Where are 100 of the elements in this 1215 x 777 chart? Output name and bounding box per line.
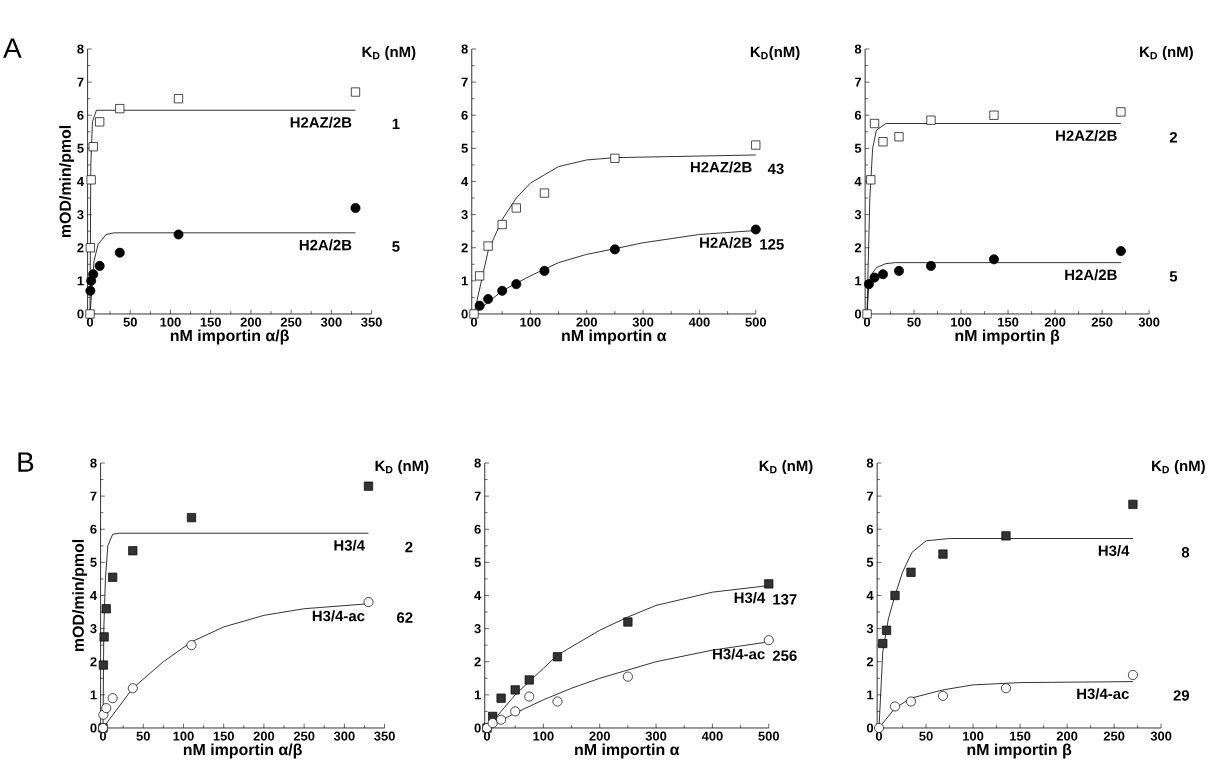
series-label: H3/4 (734, 592, 766, 604)
x-tick-label: 350 (374, 731, 395, 741)
y-tick-label: 0 (90, 723, 97, 733)
x-tick-label: 200 (240, 317, 262, 327)
x-tick-label: 100 (951, 317, 972, 327)
y-tick-label: 8 (474, 458, 481, 468)
series-label: H2AZ/2B (690, 161, 752, 173)
series-label: H3/4-ac (312, 610, 365, 622)
x-axis-title: nM importin α/β (170, 329, 289, 345)
y-tick-label: 2 (474, 657, 481, 667)
x-tick-label: 0 (99, 731, 107, 741)
y-tick-label: 7 (474, 491, 481, 501)
y-tick-label: 5 (474, 557, 481, 567)
y-tick-label: 5 (90, 557, 97, 567)
series-label: H2A/2B (299, 239, 352, 251)
x-tick-label: 400 (701, 731, 723, 741)
x-tick-label: 50 (919, 731, 933, 741)
y-tick-label: 4 (90, 591, 98, 600)
annotation: K$_{D}$ (nM) (375, 460, 429, 475)
y-tick-label: 3 (854, 210, 862, 220)
annotation: K$_{D}$ (nM) (362, 46, 416, 61)
x-tick-label: 200 (589, 731, 610, 741)
series-label: H2A/2B (700, 237, 752, 249)
text: 2 (1169, 132, 1178, 143)
y-tick-label: 8 (854, 44, 862, 54)
y-tick-label: 7 (90, 491, 97, 501)
x-tick-label: 100 (963, 731, 984, 741)
y-tick-label: 0 (854, 309, 862, 319)
chart-title: A (3, 38, 22, 58)
x-tick-label: 200 (1044, 317, 1066, 327)
y-tick-label: 6 (474, 524, 481, 534)
y-tick-label: 3 (77, 210, 84, 220)
y-tick-label: 4 (77, 177, 85, 186)
y-tick-label: 2 (854, 243, 862, 253)
x-tick-label: 300 (1138, 317, 1160, 327)
text: 1 (392, 118, 400, 130)
annotation: K$_{D}$(nM) (750, 46, 800, 61)
text: 62 (397, 612, 413, 623)
y-tick-label: 7 (77, 77, 84, 87)
y-tick-label: 8 (866, 458, 874, 468)
text: 125 (760, 239, 784, 250)
y-tick-label: 8 (90, 458, 97, 468)
series-label: H2A/2B (1065, 269, 1117, 281)
text: 256 (772, 650, 797, 661)
annotation: K$_{D}$ (nM) (1140, 46, 1193, 61)
y-tick-label: 2 (461, 243, 468, 253)
y-tick-label: 1 (867, 690, 874, 700)
y-tick-label: 5 (854, 143, 862, 153)
y-tick-label: 4 (854, 177, 862, 186)
x-tick-label: 150 (1010, 731, 1031, 741)
y-tick-label: 8 (461, 44, 468, 54)
x-tick-label: 500 (745, 317, 767, 327)
y-tick-label: 5 (461, 143, 468, 153)
x-tick-label: 250 (280, 317, 302, 327)
text: 43 (767, 163, 784, 175)
y-tick-label: 0 (77, 309, 84, 319)
y-tick-label: 0 (866, 723, 874, 733)
y-tick-label: 6 (90, 524, 97, 534)
series-label: H3/4 (1098, 545, 1130, 557)
x-tick-label: 300 (632, 317, 654, 327)
y-tick-label: 3 (461, 210, 468, 220)
y-tick-label: 7 (461, 77, 468, 87)
y-axis-title: mOD/min/pmol (59, 125, 75, 238)
y-tick-label: 6 (854, 110, 862, 120)
x-tick-label: 300 (1150, 731, 1172, 741)
x-tick-label: 50 (136, 731, 150, 741)
x-tick-label: 300 (333, 731, 355, 741)
y-tick-label: 1 (461, 276, 468, 286)
x-tick-label: 250 (293, 731, 315, 741)
series-label: H3/4 (334, 539, 365, 551)
y-tick-label: 0 (461, 309, 468, 319)
y-tick-label: 4 (866, 591, 874, 600)
y-tick-label: 2 (90, 657, 97, 667)
x-tick-label: 150 (998, 317, 1019, 327)
y-tick-label: 5 (866, 557, 874, 567)
x-tick-label: 300 (645, 731, 667, 741)
y-tick-label: 6 (866, 524, 874, 534)
x-tick-label: 350 (361, 317, 382, 327)
y-tick-label: 1 (855, 276, 862, 286)
x-tick-label: 50 (907, 317, 921, 327)
text: 5 (1169, 271, 1178, 282)
x-axis-title: nM importin β (967, 743, 1072, 759)
y-tick-label: 0 (474, 723, 481, 733)
x-tick-label: 200 (576, 317, 597, 327)
text: 2 (405, 541, 413, 553)
x-axis-title: nM importin β (955, 329, 1060, 345)
y-tick-label: 4 (461, 177, 469, 186)
y-tick-label: 6 (461, 110, 468, 120)
x-tick-label: 100 (173, 731, 194, 741)
y-tick-label: 1 (474, 690, 481, 700)
x-tick-label: 150 (213, 731, 234, 741)
x-tick-label: 100 (160, 317, 181, 327)
x-tick-label: 300 (320, 317, 342, 327)
x-tick-label: 0 (483, 731, 491, 741)
series-label: H3/4-ac (1077, 688, 1129, 700)
x-tick-label: 250 (1091, 317, 1113, 327)
annotation: K$_{D}$ (nM) (1152, 460, 1205, 475)
y-tick-label: 2 (77, 243, 84, 253)
series-label: H2AZ/2B (290, 116, 352, 128)
x-tick-label: 250 (1103, 731, 1125, 741)
